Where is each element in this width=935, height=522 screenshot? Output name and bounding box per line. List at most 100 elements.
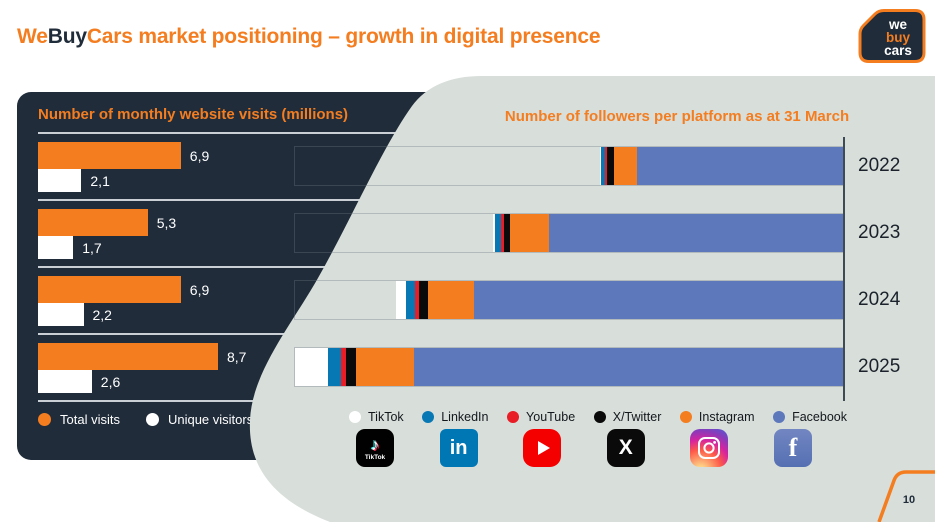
visits-bar-row-total-3: 6,9: [38, 276, 677, 303]
bar-value-label: 8,7: [227, 348, 247, 365]
instagram-dot-icon: [679, 411, 692, 423]
legend-unique-visitors: Unique visitors: [145, 412, 254, 427]
segment-facebook-2023: [549, 214, 843, 252]
visits-group-2: 5,3 1,7: [38, 209, 677, 268]
bar-value-label: 2,1: [90, 172, 110, 189]
followers-axis-line: [843, 137, 845, 401]
year-label-2025: 2025: [858, 356, 901, 377]
segment-facebook-2022: [636, 147, 843, 185]
legend-instagram: Instagram: [679, 410, 755, 424]
logo-we: we: [888, 17, 908, 32]
facebook-dot-icon: [773, 411, 786, 423]
x-twitter-icon: X: [606, 429, 645, 467]
instagram-icon: [690, 429, 729, 467]
youtube-dot-icon: [507, 411, 520, 423]
title-we: We: [17, 25, 48, 48]
page-title: WeBuyCars market positioning – growth in…: [17, 25, 601, 49]
bar-value-label: 6,9: [189, 147, 210, 164]
followers-chart-title: Number of followers per platform as at 3…: [504, 108, 850, 125]
tiktok-caption: TikTok: [364, 453, 386, 461]
legend-total-visits: Total visits: [38, 412, 120, 427]
year-label-2022: 2022: [858, 155, 901, 176]
platform-legend: TikTok LinkedIn YouTube X/Twitter Instagram F…: [349, 410, 847, 424]
segment-instagram-2024: [427, 281, 475, 319]
visits-bar-row-total-1: 6,9: [38, 142, 677, 169]
unique-visits-bar: [38, 303, 84, 326]
visits-group-3: 6,9 2,2: [38, 276, 677, 335]
youtube-icon: [523, 429, 562, 467]
title-tail: Cars market positioning – growth in digi…: [86, 25, 601, 48]
linkedin-dot-icon: [422, 411, 435, 423]
segment-tiktok-2025: [295, 348, 328, 386]
legend-label: YouTube: [526, 410, 576, 424]
logo-cars: cars: [884, 43, 912, 58]
followers-bar-2025: 2025: [294, 347, 900, 387]
unique-visits-bar: [38, 236, 74, 259]
instagram-camera-glyph: [698, 437, 721, 459]
legend-label: Total visits: [60, 412, 120, 427]
legend-x-twitter: X/Twitter: [593, 410, 662, 424]
segment-tiktok-2024: [396, 281, 407, 319]
bar-value-label: 2,6: [100, 373, 121, 390]
visits-legend: Total visits Unique visitors: [38, 412, 677, 427]
segment-x-twitter-2025: [346, 348, 356, 386]
facebook-icon: f: [773, 429, 812, 467]
segment-linkedin-2024: [406, 281, 416, 319]
visits-bar-row-unique-2: 1,7: [38, 236, 677, 259]
title-buy: Buy: [47, 25, 87, 48]
tiktok-dot-icon: [349, 411, 361, 423]
tiktok-note-glyph: ♪: [370, 434, 380, 454]
visits-bar-row-unique-1: 2,1: [38, 169, 677, 192]
tiktok-icon: ♪ TikTok: [356, 429, 394, 467]
segment-linkedin-2025: [327, 348, 342, 386]
x-glyph: X: [618, 436, 633, 459]
segment-facebook-2024: [474, 281, 843, 319]
legend-label: Unique visitors: [167, 412, 254, 427]
segment-instagram-2025: [355, 348, 415, 386]
facebook-glyph: f: [788, 433, 798, 462]
year-label-2024: 2024: [858, 289, 901, 310]
total-visits-dot-icon: [38, 413, 51, 426]
logo-buy: buy: [886, 30, 910, 45]
total-visits-bar: [38, 276, 181, 303]
unique-visitors-dot-icon: [145, 413, 159, 426]
x-twitter-dot-icon: [593, 411, 606, 423]
linkedin-icon: in: [439, 429, 478, 467]
followers-bar-2022: 2022: [294, 146, 900, 186]
total-visits-bar: [38, 209, 148, 236]
bar-value-label: 2,2: [92, 306, 112, 323]
unique-visits-bar: [38, 370, 92, 393]
legend-label: X/Twitter: [612, 410, 662, 424]
webuycars-logo: we buy cars: [858, 9, 926, 63]
segment-instagram-2022: [613, 147, 637, 185]
legend-facebook: Facebook: [773, 410, 847, 424]
followers-bar-2023: 2023: [294, 213, 900, 253]
followers-bar-2024: 2024: [294, 280, 900, 320]
page-number: 10: [903, 494, 915, 506]
visits-bar-row-unique-3: 2,2: [38, 303, 677, 326]
visits-bar-row-unique-4: 2,6: [38, 370, 677, 393]
visits-bar-row-total-4: 8,7: [38, 343, 677, 370]
linkedin-glyph: in: [449, 437, 468, 459]
visits-bar-row-total-2: 5,3: [38, 209, 677, 236]
youtube-play-glyph: [538, 441, 551, 455]
segment-instagram-2023: [510, 214, 550, 252]
total-visits-bar: [38, 343, 218, 370]
segment-x-twitter-2024: [419, 281, 428, 319]
legend-youtube: YouTube: [507, 410, 575, 424]
unique-visits-bar: [38, 169, 82, 192]
bar-value-label: 5,3: [156, 214, 177, 231]
visits-bars: 6,9 2,1 5,3 1,7 6,9 2,2 8,7 2,6: [38, 142, 677, 402]
bar-value-label: 1,7: [82, 239, 102, 256]
year-label-2023: 2023: [858, 222, 901, 243]
legend-label: LinkedIn: [441, 410, 489, 424]
segment-facebook-2025: [414, 348, 843, 386]
followers-bars: 2022 2023 2024 2025: [294, 146, 900, 415]
legend-label: Facebook: [792, 410, 847, 424]
legend-tiktok: TikTok: [349, 410, 404, 424]
legend-label: Instagram: [698, 410, 755, 424]
legend-linkedin: LinkedIn: [422, 410, 488, 424]
social-icons-row: ♪ TikTok in X f: [356, 429, 812, 467]
